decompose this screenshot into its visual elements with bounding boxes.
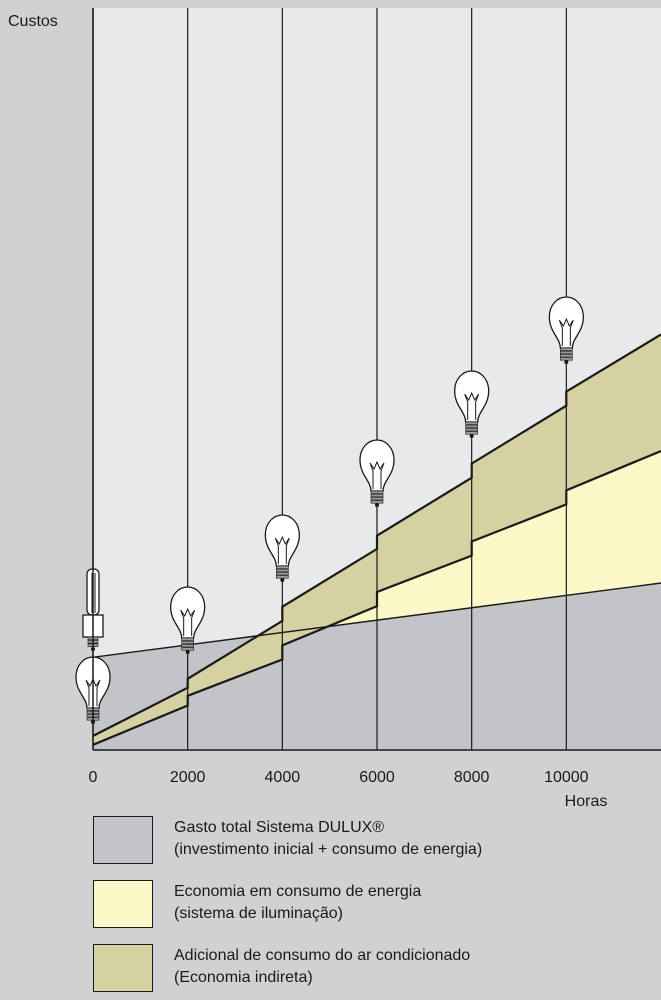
y-axis-label: Custos	[8, 13, 58, 30]
legend-label-dulux: Gasto total Sistema DULUX® (investimento…	[174, 817, 482, 861]
legend-swatch-energy-savings	[93, 880, 153, 928]
legend-label-line1: Adicional de consumo do ar condicionado	[174, 947, 471, 964]
incandescent-bulb-icon	[454, 370, 490, 438]
x-tick-label: 8000	[454, 769, 490, 786]
legend-label-line2: (Economia indireta)	[174, 969, 313, 986]
legend-item-ac-savings: Adicional de consumo do ar condicionado …	[93, 944, 653, 994]
legend-label-energy-savings: Economia em consumo de energia (sistema …	[174, 881, 421, 925]
x-axis-label: Horas	[565, 793, 608, 810]
incandescent-bulb-icon	[170, 586, 206, 654]
legend-label-ac-savings: Adicional de consumo do ar condicionado …	[174, 945, 470, 989]
line-energy-cost	[92, 449, 661, 746]
x-tick-label: 4000	[265, 769, 301, 786]
legend-swatch-ac-savings	[93, 944, 153, 992]
incandescent-bulb-icon	[548, 296, 584, 364]
legend-item-energy-savings: Economia em consumo de energia (sistema …	[93, 880, 653, 930]
x-tick-label: 6000	[359, 769, 395, 786]
legend-label-line1: Gasto total Sistema DULUX®	[174, 819, 385, 836]
incandescent-bulb-icon	[264, 514, 300, 582]
incandescent-bulb-icon	[359, 439, 395, 507]
legend-label-line1: Economia em consumo de energia	[174, 883, 422, 900]
legend-swatch-dulux	[93, 816, 153, 864]
legend-label-line2: (sistema de iluminação)	[174, 905, 343, 922]
x-tick-label: 10000	[544, 769, 589, 786]
legend-item-dulux: Gasto total Sistema DULUX® (investimento…	[93, 816, 653, 866]
x-tick-label: 2000	[170, 769, 206, 786]
line-ac-cost	[92, 333, 661, 737]
legend-label-line2: (investimento inicial + consumo de energ…	[174, 841, 483, 858]
x-tick-label: 0	[89, 769, 98, 786]
